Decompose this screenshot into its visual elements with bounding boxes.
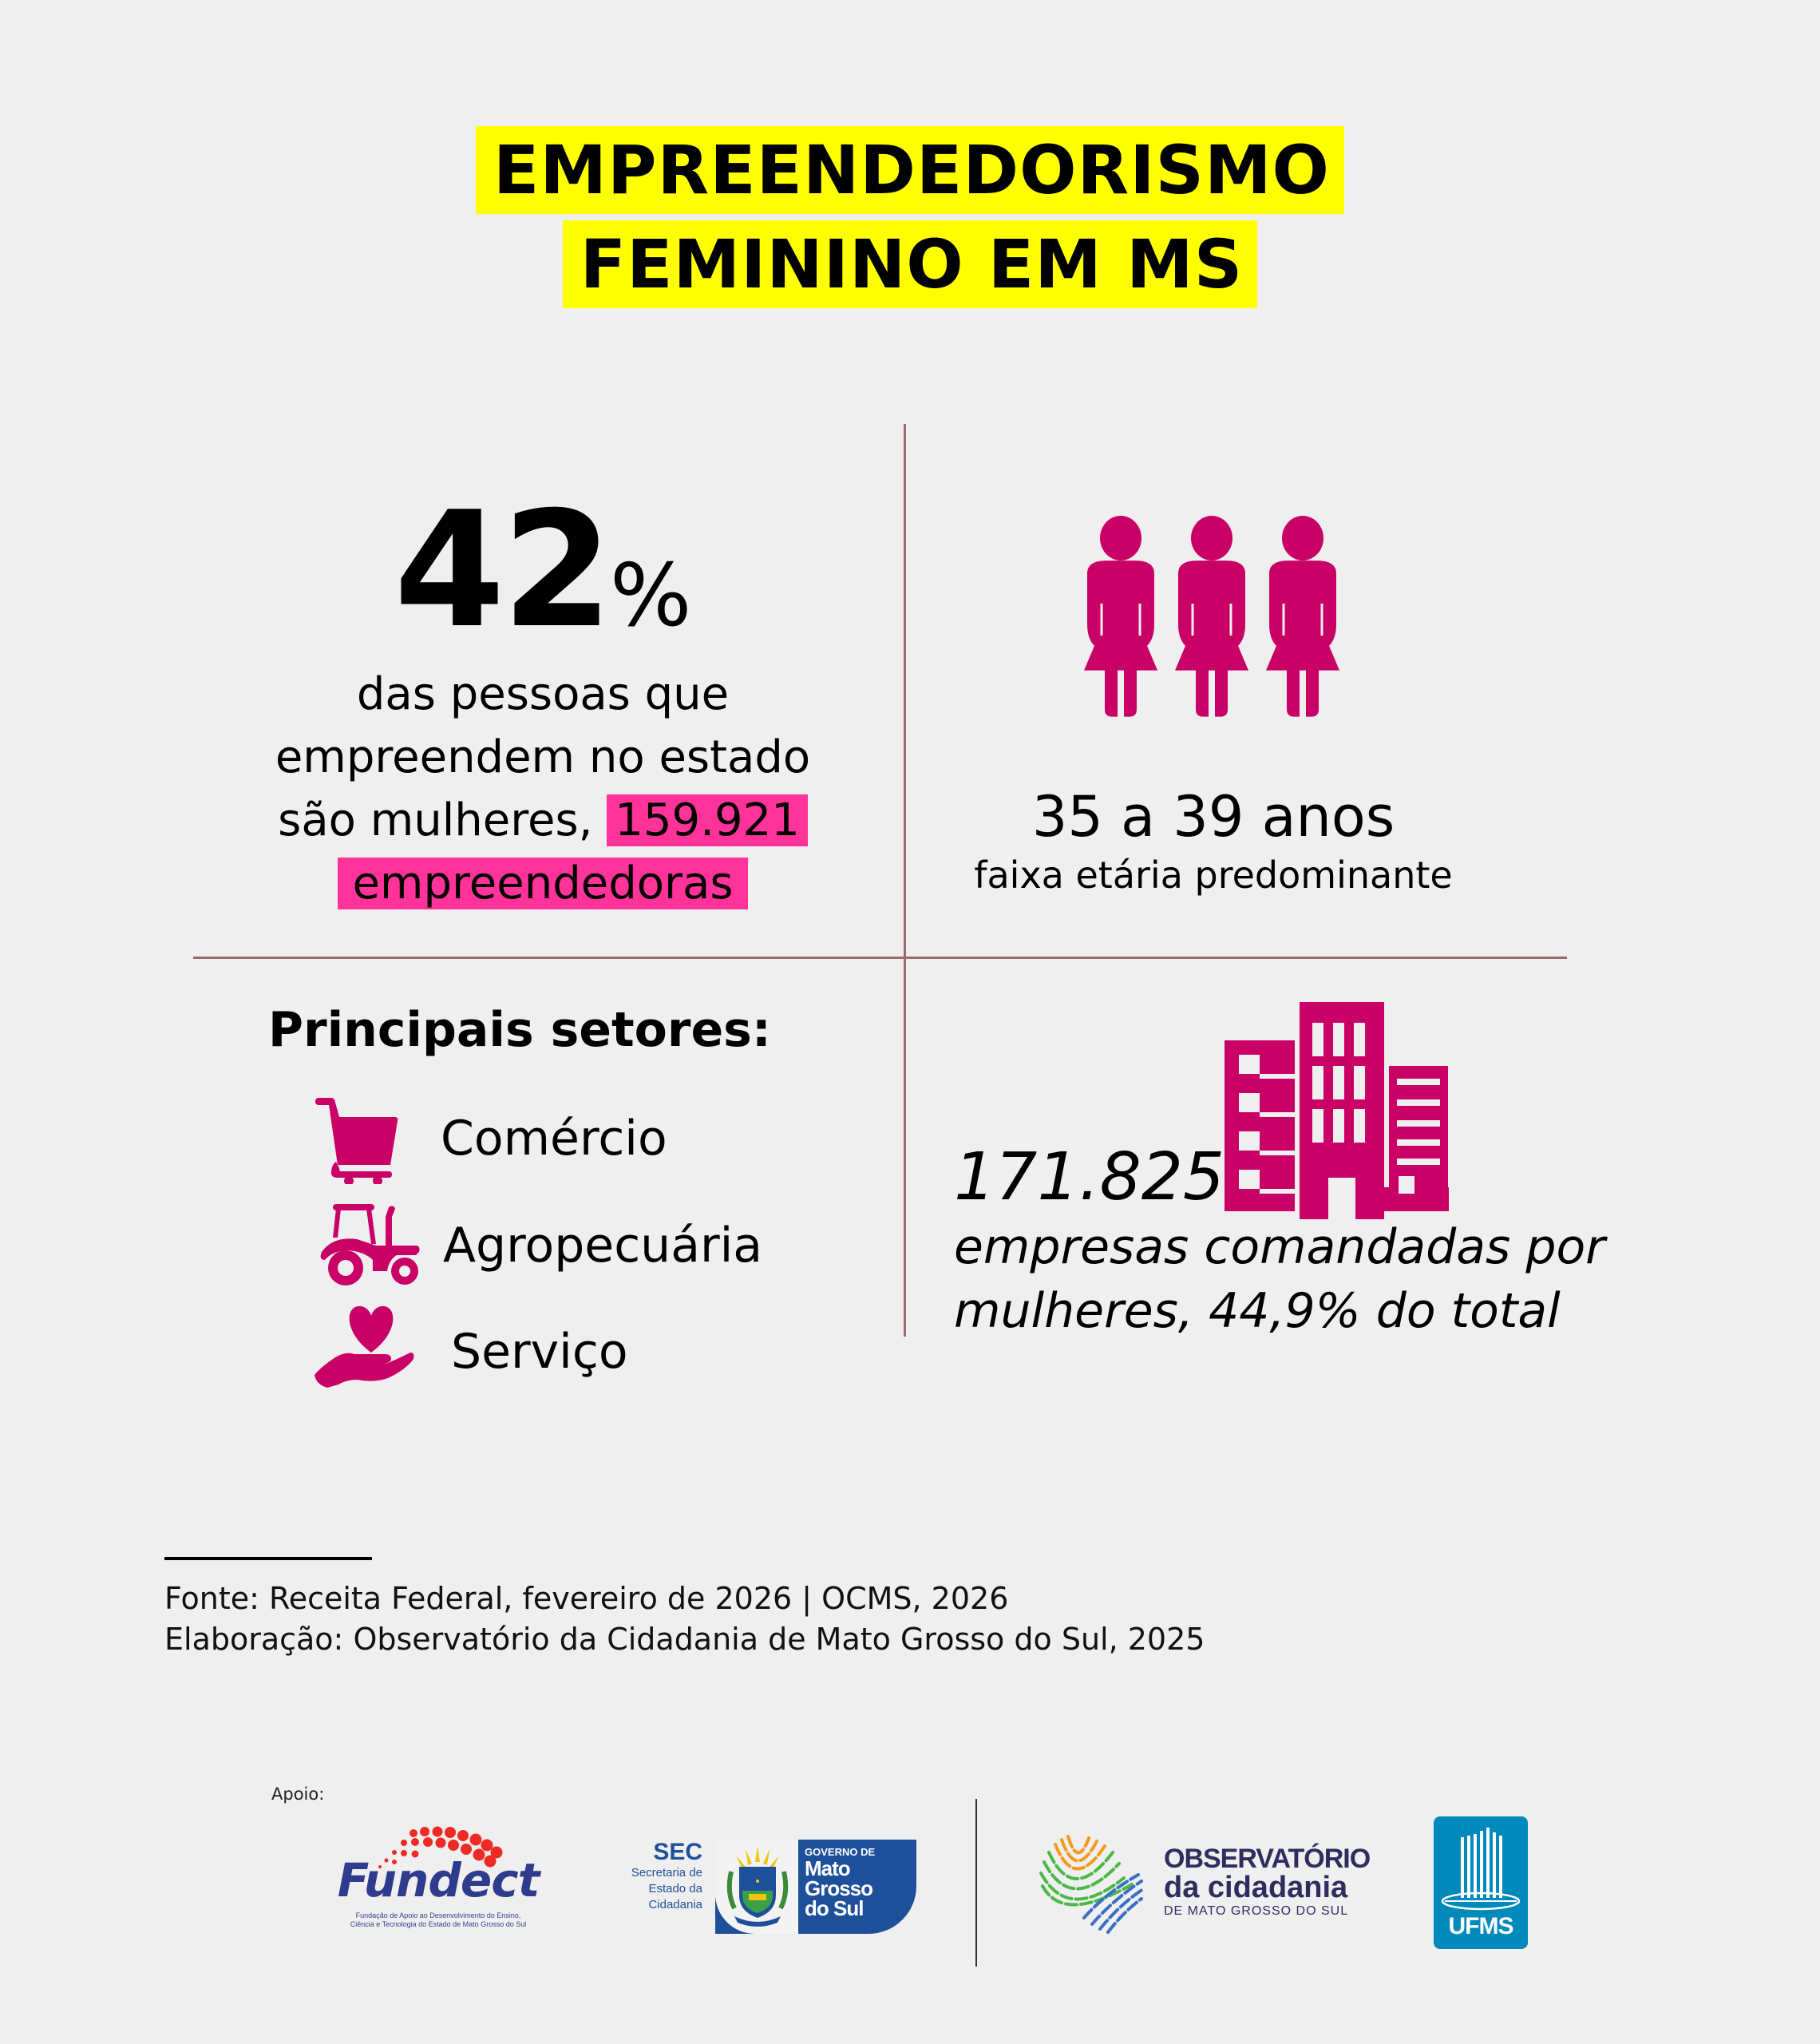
- three-women-icon: [1084, 516, 1339, 717]
- sector-label-servico: Serviço: [451, 1324, 628, 1380]
- share-text-prefix: são mulheres,: [278, 794, 593, 846]
- apoio-label: Apoio:: [271, 1785, 325, 1804]
- shopping-cart-icon: [315, 1098, 398, 1184]
- horizontal-divider: [193, 957, 1567, 959]
- gov-line-3: Grosso: [805, 1876, 873, 1900]
- title-line-1: EMPREENDEDORISMO: [0, 126, 1820, 214]
- ms-coat-of-arms-icon: [726, 1846, 789, 1927]
- sector-label-agropecuaria: Agropecuária: [443, 1218, 763, 1274]
- fundect-subtitle-line-2: Ciência e Tecnologia do Estado de Mato G…: [350, 1920, 527, 1928]
- age-range: 35 a 39 anos: [1031, 784, 1395, 850]
- woman-icon: [1175, 516, 1248, 717]
- ufms-name: UFMS: [1448, 1913, 1514, 1939]
- gov-line-1: GOVERNO DE: [805, 1846, 876, 1858]
- share-text-line-3: são mulheres, 159.921: [224, 789, 862, 852]
- share-text-line-4: empreendedoras: [224, 852, 862, 915]
- ufms-logo: UFMS: [1434, 1816, 1528, 1949]
- age-caption: faixa etária predominante: [974, 854, 1453, 897]
- title-line-2: FEMININO EM MS: [0, 220, 1820, 308]
- companies-desc-line-2: mulheres, 44,9% do total: [954, 1283, 1561, 1339]
- page-title-line-2: FEMININO EM MS: [562, 220, 1258, 308]
- fundect-subtitle: Fundação de Apoio ao Desenvolvimento do …: [334, 1911, 543, 1929]
- sec-line-2: Estado da: [648, 1882, 702, 1895]
- fundect-subtitle-line-1: Fundação de Apoio ao Desenvolvimento do …: [355, 1911, 521, 1919]
- ufms-building-icon: [1441, 1828, 1521, 1911]
- share-text-line-1: das pessoas que: [356, 668, 730, 720]
- gov-line-2: Mato: [805, 1856, 851, 1880]
- sec-text: SEC Secretaria de Estado da Cidadania: [607, 1840, 702, 1913]
- source-elaboracao: Elaboração: Observatório da Cidadania de…: [164, 1622, 1205, 1657]
- heart-in-hand-icon: [315, 1305, 414, 1388]
- fundect-name: Fundect: [337, 1853, 540, 1907]
- tractor-icon: [320, 1204, 420, 1285]
- observatorio-logo: OBSERVATÓRIO da cidadania DE MATO GROSSO…: [1036, 1828, 1379, 1934]
- gov-line-4: do Sul: [805, 1896, 864, 1920]
- observatorio-line-3: DE MATO GROSSO DO SUL: [1164, 1904, 1349, 1918]
- gov-ms-text: GOVERNO DE Mato Grosso do Sul: [805, 1846, 875, 1919]
- buildings-icon: [1225, 1002, 1449, 1219]
- highlight-word: empreendedoras: [338, 858, 748, 909]
- source-rule: [164, 1557, 372, 1560]
- source-fonte: Fonte: Receita Federal, fevereiro de 202…: [164, 1581, 1009, 1616]
- woman-icon: [1266, 516, 1339, 717]
- observatorio-line-1: OBSERVATÓRIO: [1164, 1844, 1371, 1874]
- fundect-dots-icon: [378, 1826, 503, 1868]
- sectors-title: Principais setores:: [268, 1002, 771, 1058]
- sec-governo-logo: SEC Secretaria de Estado da Cidadania GO…: [607, 1828, 918, 1934]
- share-value: 42: [394, 477, 613, 664]
- footer-separator: [975, 1799, 977, 1967]
- vertical-divider: [904, 424, 906, 1337]
- observatorio-text: OBSERVATÓRIO da cidadania DE MATO GROSSO…: [1164, 1844, 1371, 1921]
- page-title-line-1: EMPREENDEDORISMO: [476, 126, 1344, 214]
- share-text-line-2: empreendem no estado: [275, 731, 811, 783]
- sector-label-comercio: Comércio: [441, 1111, 667, 1167]
- sec-line-1: Secretaria de: [631, 1866, 702, 1880]
- companies-desc-line-1: empresas comandadas por: [954, 1219, 1605, 1275]
- share-description: das pessoas que empreendem no estado são…: [224, 663, 862, 915]
- share-stat: 42%: [263, 491, 822, 701]
- observatorio-line-2: da cidadania: [1164, 1871, 1348, 1904]
- fundect-logo: Fundect Fundação de Apoio ao Desenvolvim…: [334, 1825, 543, 1937]
- woman-icon: [1084, 516, 1157, 717]
- share-unit: %: [609, 546, 692, 646]
- companies-value: 171.825: [954, 1139, 1225, 1215]
- fingerprint-map-icon: [1039, 1835, 1145, 1934]
- sec-line-3: Cidadania: [648, 1898, 702, 1911]
- highlight-number: 159.921: [607, 794, 808, 846]
- companies-description: empresas comandadas por mulheres, 44,9% …: [954, 1215, 1752, 1343]
- sec-acronym: SEC: [653, 1839, 702, 1865]
